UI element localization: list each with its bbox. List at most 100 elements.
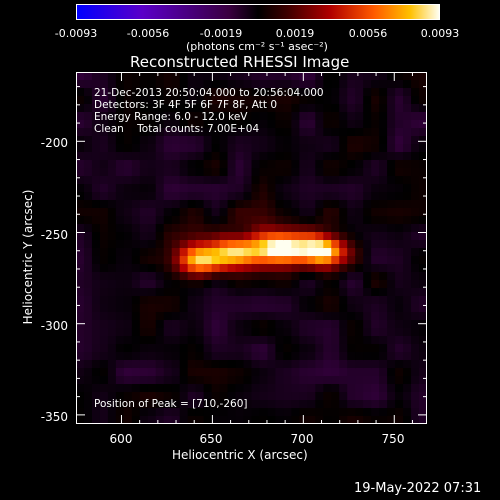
heatmap-cell xyxy=(363,216,372,225)
heatmap-cell xyxy=(187,192,197,201)
heatmap-cell xyxy=(403,288,412,297)
heatmap-cell xyxy=(203,376,213,385)
heatmap-cell xyxy=(299,176,308,185)
heatmap-cell xyxy=(219,392,229,401)
heatmap-cell xyxy=(371,280,380,289)
heatmap-cell xyxy=(235,408,245,417)
heatmap-cell xyxy=(147,176,157,185)
heatmap-cell xyxy=(299,344,308,353)
heatmap-cell xyxy=(179,200,189,209)
heatmap-cell xyxy=(171,384,181,393)
heatmap-cell xyxy=(355,240,364,249)
heatmap-cell xyxy=(299,384,308,393)
heatmap-cell xyxy=(299,248,308,257)
heatmap-cell xyxy=(147,328,157,337)
heatmap-cell xyxy=(371,232,380,241)
heatmap-cell xyxy=(115,136,125,145)
heatmap-cell xyxy=(387,224,396,233)
heatmap-cell xyxy=(76,160,85,169)
heatmap-cell xyxy=(115,336,125,345)
heatmap-cell xyxy=(131,248,141,257)
heatmap-cell xyxy=(99,376,109,385)
heatmap-cell xyxy=(291,96,300,105)
heatmap-cell xyxy=(83,88,93,97)
heatmap-cell xyxy=(91,112,101,121)
heatmap-cell xyxy=(187,288,197,297)
heatmap-cell xyxy=(371,352,380,361)
heatmap-cell xyxy=(147,80,157,89)
heatmap-cell xyxy=(171,72,181,81)
heatmap-cell xyxy=(251,392,261,401)
heatmap-cell xyxy=(379,368,388,377)
heatmap-cell xyxy=(395,280,404,289)
heatmap-cell xyxy=(179,344,189,353)
heatmap-cell xyxy=(251,200,261,209)
heatmap-cell xyxy=(259,376,269,385)
heatmap-cell xyxy=(395,296,404,305)
heatmap-cell xyxy=(235,216,245,225)
heatmap-cell xyxy=(251,80,261,89)
heatmap-cell xyxy=(323,376,332,385)
heatmap-cell xyxy=(147,192,157,201)
heatmap-cell xyxy=(123,320,133,329)
heatmap-cell xyxy=(347,128,356,137)
heatmap-cell xyxy=(411,416,420,424)
heatmap-cell xyxy=(99,416,109,424)
heatmap-cell xyxy=(259,184,269,193)
heatmap-cell xyxy=(267,88,277,97)
heatmap-cell xyxy=(211,200,221,209)
heatmap-cell xyxy=(307,72,316,81)
heatmap-cell xyxy=(315,224,324,233)
heatmap-cell xyxy=(347,384,356,393)
heatmap-cell xyxy=(115,184,125,193)
heatmap-cell xyxy=(267,384,277,393)
heatmap-cell xyxy=(363,288,372,297)
heatmap-cell xyxy=(347,176,356,185)
heatmap-cell xyxy=(219,328,229,337)
heatmap-cell xyxy=(235,296,245,305)
heatmap-cell xyxy=(91,120,101,129)
heatmap-cell xyxy=(307,392,316,401)
heatmap-cell xyxy=(147,240,157,249)
heatmap-cell xyxy=(123,368,133,377)
heatmap-cell xyxy=(355,256,364,265)
heatmap-cell xyxy=(371,72,380,81)
heatmap-cell xyxy=(219,296,229,305)
heatmap-cell xyxy=(243,168,253,177)
heatmap-cell xyxy=(411,336,420,345)
heatmap-cell xyxy=(219,88,229,97)
heatmap-cell xyxy=(403,344,412,353)
heatmap-cell xyxy=(243,336,253,345)
heatmap-cell xyxy=(76,80,85,89)
heatmap-cell xyxy=(323,280,332,289)
heatmap-cell xyxy=(76,208,85,217)
heatmap-cell xyxy=(203,88,213,97)
heatmap-cell xyxy=(291,224,300,233)
heatmap-cell xyxy=(331,288,340,297)
plot-frame xyxy=(76,72,427,424)
heatmap-cell xyxy=(299,400,308,409)
heatmap-cell xyxy=(395,352,404,361)
heatmap-cell xyxy=(347,264,356,273)
heatmap-cell xyxy=(355,416,364,424)
heatmap-cell xyxy=(379,376,388,385)
heatmap-cell xyxy=(259,408,269,417)
heatmap-cell xyxy=(203,136,213,145)
heatmap-cell xyxy=(203,232,213,241)
heatmap-cell xyxy=(243,72,253,81)
heatmap-cell xyxy=(155,160,165,169)
heatmap-cell xyxy=(123,160,133,169)
heatmap-cells xyxy=(76,72,427,424)
heatmap-cell xyxy=(195,128,205,137)
heatmap-cell xyxy=(419,160,427,169)
heatmap-cell xyxy=(123,208,133,217)
heatmap-cell xyxy=(219,80,229,89)
heatmap-cell xyxy=(91,384,101,393)
heatmap-cell xyxy=(315,256,324,265)
heatmap-cell xyxy=(419,304,427,313)
heatmap-cell xyxy=(371,152,380,161)
heatmap-cell xyxy=(227,160,237,169)
heatmap-cell xyxy=(163,232,173,241)
heatmap-cell xyxy=(283,88,292,97)
heatmap-cell xyxy=(419,176,427,185)
